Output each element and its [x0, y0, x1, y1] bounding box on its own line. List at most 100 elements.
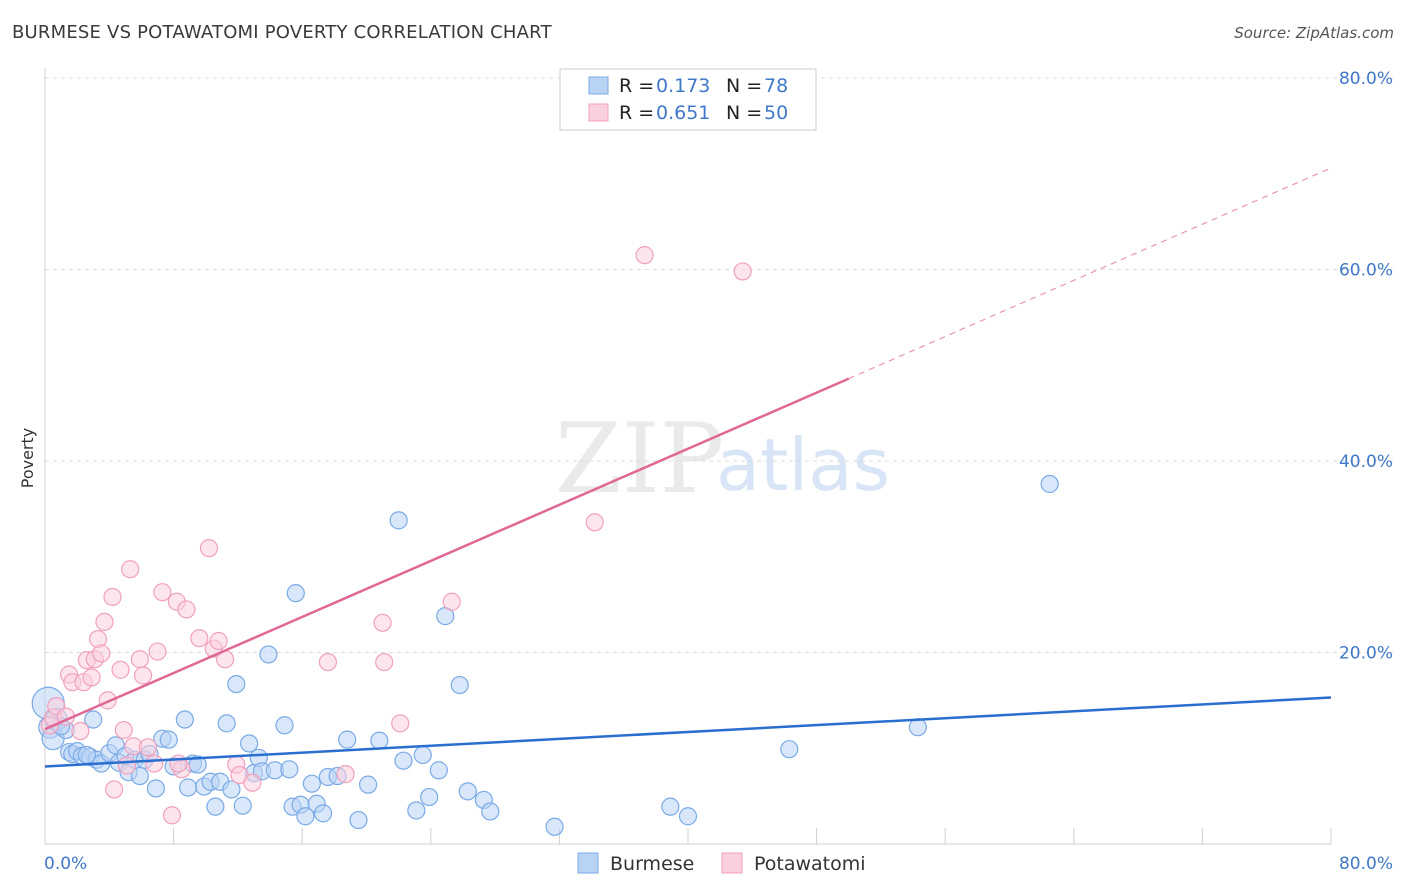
point-potawatomi	[162, 806, 182, 825]
y-tick-label-40: 40.0%	[1339, 452, 1393, 472]
trend-lines	[44, 167, 1332, 768]
point-potawatomi	[442, 592, 461, 611]
point-burmese	[302, 774, 321, 793]
point-burmese	[313, 804, 333, 823]
point-potawatomi	[148, 642, 167, 661]
point-potawatomi	[153, 583, 172, 602]
watermark: ZIP atlas	[555, 403, 890, 515]
point-burmese	[678, 807, 698, 826]
point-potawatomi	[585, 513, 604, 532]
point-potawatomi	[169, 754, 188, 773]
point-potawatomi	[635, 246, 654, 265]
legend-r-label-potawatomi: R =	[619, 102, 654, 124]
point-burmese	[338, 730, 357, 749]
point-burmese	[413, 745, 432, 765]
point-potawatomi	[375, 652, 394, 672]
chart-title: BURMESE VS POTAWATOMI POVERTY CORRELATIO…	[12, 22, 552, 43]
point-potawatomi	[117, 756, 137, 775]
point-potawatomi	[733, 262, 752, 281]
point-burmese	[450, 675, 469, 695]
point-potawatomi	[190, 629, 209, 648]
legend-swatch-burmese	[588, 76, 609, 95]
legend-r-label-burmese: R =	[619, 75, 654, 97]
point-burmese	[429, 761, 448, 780]
point-potawatomi	[199, 539, 219, 558]
tick-labels: 20.0% 40.0% 60.0% 80.0% 0.0% 80.0%	[44, 69, 1393, 874]
point-potawatomi	[391, 714, 410, 733]
point-potawatomi	[121, 560, 140, 579]
point-potawatomi	[82, 668, 101, 687]
point-burmese	[175, 710, 194, 729]
point-potawatomi	[92, 644, 111, 663]
grid-lines	[45, 77, 1393, 653]
point-burmese	[370, 731, 389, 750]
point-burmese	[178, 778, 198, 797]
point-burmese	[481, 802, 500, 821]
point-burmese	[286, 584, 305, 603]
point-potawatomi	[209, 631, 228, 651]
point-potawatomi	[243, 773, 262, 792]
legend-r-value-burmese: 0.173	[656, 75, 710, 97]
trend-extension-potawatomi	[848, 167, 1332, 380]
point-burmese	[394, 751, 413, 770]
point-potawatomi	[114, 720, 133, 740]
point-burmese	[296, 807, 315, 826]
series-legend: Burmese Potawatomi	[577, 852, 866, 875]
point-burmese	[407, 801, 426, 820]
legend-n-label-potawatomi: N =	[726, 102, 762, 124]
point-potawatomi	[130, 650, 149, 669]
trend-line-burmese	[44, 696, 1332, 768]
point-burmese	[349, 810, 368, 830]
point-potawatomi	[111, 660, 130, 679]
legend-n-value-potawatomi: 50	[764, 102, 788, 124]
y-tick-label-80: 80.0%	[1339, 69, 1393, 89]
point-burmese	[545, 817, 564, 836]
stats-legend: R = 0.173 N = 78 R = 0.651 N = 50	[559, 68, 817, 131]
series-potawatomi-points	[40, 246, 752, 825]
point-potawatomi	[95, 612, 114, 631]
point-potawatomi	[105, 780, 124, 799]
point-potawatomi	[336, 765, 355, 784]
point-burmese	[159, 730, 178, 749]
legend-n-value-burmese: 78	[764, 75, 788, 97]
point-burmese	[908, 718, 927, 737]
point-burmese	[275, 716, 294, 735]
bottom-legend-label-burmese: Burmese	[610, 853, 694, 875]
legend-r-value-potawatomi: 0.651	[656, 102, 710, 124]
bottom-legend-swatch-burmese	[577, 852, 599, 874]
watermark-zip: ZIP	[555, 403, 724, 515]
source-label: Source: ZipAtlas.com	[1234, 24, 1394, 42]
watermark-atlas: atlas	[716, 423, 890, 507]
point-burmese	[227, 674, 246, 694]
trend-line-potawatomi	[44, 377, 850, 731]
point-potawatomi	[138, 738, 157, 757]
y-tick-label-60: 60.0%	[1339, 261, 1393, 281]
point-burmese	[217, 714, 236, 733]
point-burmese	[420, 787, 439, 807]
point-potawatomi	[177, 600, 196, 619]
point-burmese	[222, 780, 241, 799]
point-burmese	[1040, 474, 1059, 494]
point-burmese	[780, 740, 799, 759]
point-burmese	[458, 782, 477, 801]
point-burmese	[146, 779, 166, 798]
point-burmese	[661, 797, 680, 816]
point-burmese	[206, 797, 225, 816]
y-axis-label: Poverty	[18, 428, 37, 489]
point-burmese	[84, 710, 103, 729]
bottom-legend-label-potawatomi: Potawatomi	[754, 853, 866, 875]
point-burmese	[280, 760, 299, 779]
point-burmese	[77, 745, 96, 765]
point-burmese	[389, 511, 408, 530]
x-tick-label-min: 0.0%	[44, 854, 87, 874]
legend-swatch-potawatomi	[588, 103, 609, 122]
point-potawatomi	[318, 652, 338, 672]
point-burmese	[359, 775, 378, 794]
y-tick-label-20: 20.0%	[1339, 644, 1393, 664]
point-burmese	[240, 734, 259, 753]
point-potawatomi	[133, 666, 153, 685]
point-potawatomi	[145, 754, 164, 773]
legend-n-label-burmese: N =	[726, 75, 762, 97]
point-potawatomi	[103, 587, 122, 607]
